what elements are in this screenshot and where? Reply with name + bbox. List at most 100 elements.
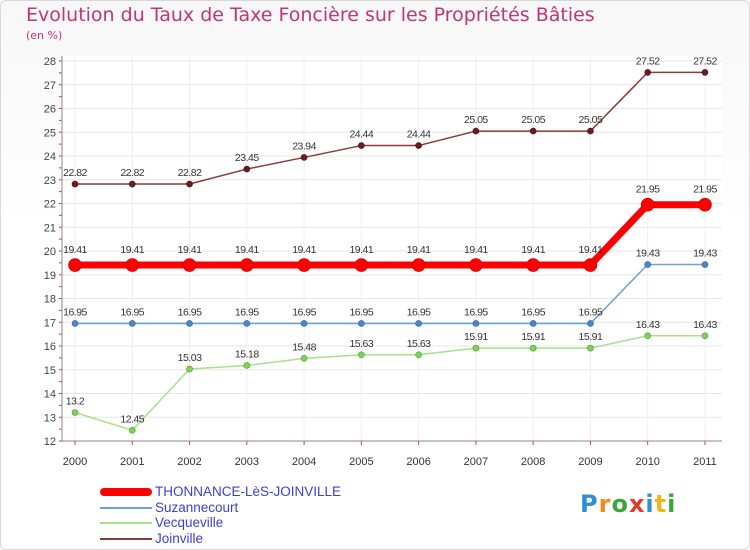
data-label: 22.82 — [120, 167, 144, 179]
data-label: 19.41 — [235, 244, 259, 256]
data-label: 16.95 — [120, 306, 144, 318]
data-label: 12.45 — [120, 413, 144, 425]
data-label: 24.44 — [349, 129, 373, 141]
series-line-1 — [74, 263, 706, 325]
y-tick-label: 28 — [44, 56, 56, 68]
data-point — [469, 258, 483, 272]
data-point — [300, 320, 308, 327]
data-point — [71, 409, 79, 416]
x-tick-label: 2002 — [177, 456, 201, 468]
x-tick-label: 2005 — [349, 456, 373, 468]
data-label: 19.41 — [579, 244, 603, 256]
data-label: 16.95 — [464, 306, 488, 318]
data-point — [415, 351, 422, 359]
x-tick-label: 2010 — [635, 456, 659, 468]
legend-label-joinville: Joinville — [155, 531, 204, 546]
legend-label-vecqueville: Vecqueville — [155, 515, 224, 530]
logo-letter: r — [598, 490, 612, 518]
y-tick-label: 18 — [44, 294, 56, 306]
x-tick-label: 2007 — [464, 456, 488, 468]
logo-letter: i — [645, 490, 655, 518]
data-point — [125, 258, 140, 272]
legend-label-thonnance: THONNANCE-LèS-JOINVILLE — [155, 484, 342, 499]
legend-item-joinville: Joinville — [100, 531, 400, 547]
data-label: 16.95 — [292, 306, 316, 318]
logo-letter: t — [654, 490, 668, 518]
x-tick-label: 2011 — [693, 456, 717, 468]
y-tick-label: 16 — [44, 341, 56, 353]
data-point — [644, 261, 652, 268]
x-tick-label: 2008 — [521, 456, 545, 468]
data-point — [529, 320, 537, 327]
data-label: 21.95 — [693, 184, 717, 196]
x-tick-label: 2000 — [63, 456, 87, 468]
legend-item-vecqueville: Vecqueville — [100, 515, 400, 531]
data-label: 13.2 — [66, 396, 85, 408]
data-point — [358, 351, 365, 359]
y-tick-label: 26 — [44, 104, 56, 116]
logo-letter: x — [628, 490, 646, 518]
logo-letter: P — [580, 490, 599, 518]
data-point — [529, 127, 537, 135]
proxiti-logo: Proxiti — [580, 490, 676, 518]
plot-area — [62, 56, 722, 441]
data-label: 19.41 — [178, 244, 202, 256]
series-line-0 — [71, 201, 709, 269]
data-point — [698, 197, 712, 212]
data-label: 22.82 — [178, 167, 202, 179]
data-label: 27.52 — [636, 55, 660, 67]
data-point — [71, 180, 79, 188]
data-point — [354, 258, 369, 272]
data-label: 27.52 — [693, 55, 717, 67]
data-label: 15.91 — [579, 331, 603, 343]
data-label: 24.44 — [407, 129, 431, 141]
data-point — [701, 261, 709, 268]
legend-swatch-joinville — [100, 538, 152, 540]
data-point — [128, 427, 136, 434]
y-tick-label: 15 — [44, 365, 56, 377]
data-label: 19.41 — [292, 244, 316, 256]
chart-title: Evolution du Taux de Taxe Foncière sur l… — [26, 4, 595, 26]
legend-swatch-vecqueville — [100, 522, 152, 524]
data-point — [644, 332, 652, 340]
line-chart: 12 13 14 15 16 17 18 19 20 21 22 23 24 25 26 27 28 2000 20… — [44, 55, 722, 468]
x-tick-label: 2003 — [235, 456, 259, 468]
data-point — [472, 344, 480, 352]
y-tick-label: 19 — [44, 270, 56, 282]
data-point — [243, 165, 251, 173]
data-label: 19.41 — [407, 244, 431, 256]
data-label: 19.41 — [349, 244, 373, 256]
chart-subtitle: (en %) — [26, 29, 63, 42]
y-tick-label: 23 — [44, 175, 56, 187]
data-label: 15.18 — [235, 348, 259, 360]
data-point — [71, 320, 79, 327]
y-tick-label: 24 — [44, 151, 56, 163]
x-tick-label: 2004 — [292, 456, 316, 468]
data-point — [529, 344, 537, 352]
data-point — [411, 258, 426, 272]
data-label: 25.05 — [464, 114, 488, 126]
data-label: 23.94 — [292, 140, 316, 152]
data-point — [358, 142, 365, 149]
data-label: 25.05 — [579, 114, 603, 126]
y-tick-label: 25 — [44, 127, 56, 139]
data-label: 16.95 — [178, 306, 202, 318]
data-point — [182, 258, 197, 272]
y-tick-label: 21 — [44, 222, 56, 234]
logo-letter: i — [667, 490, 677, 518]
data-point — [186, 365, 193, 373]
y-tick-label: 17 — [44, 317, 56, 329]
data-point — [640, 197, 655, 212]
y-tick-label: 13 — [44, 412, 56, 424]
data-point — [297, 258, 311, 272]
data-label: 25.05 — [521, 114, 545, 126]
x-tick-label: 2006 — [406, 456, 430, 468]
data-point — [128, 180, 136, 188]
data-point — [240, 258, 254, 272]
data-label: 16.95 — [579, 306, 603, 318]
data-label: 15.91 — [464, 331, 488, 343]
data-point — [587, 127, 594, 135]
data-label: 19.41 — [464, 244, 488, 256]
data-point — [701, 69, 709, 76]
data-label: 15.63 — [349, 338, 373, 350]
